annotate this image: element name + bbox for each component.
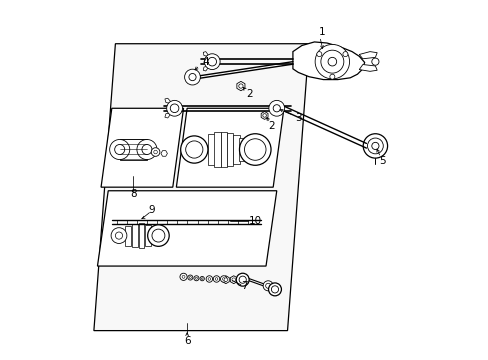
Circle shape xyxy=(166,100,182,116)
Circle shape xyxy=(263,281,273,291)
Circle shape xyxy=(371,58,378,65)
Circle shape xyxy=(115,144,124,154)
Circle shape xyxy=(363,134,387,158)
Polygon shape xyxy=(359,64,376,71)
Text: 5: 5 xyxy=(379,156,385,166)
Circle shape xyxy=(268,100,284,116)
Polygon shape xyxy=(233,135,239,164)
Circle shape xyxy=(371,142,378,149)
Circle shape xyxy=(236,273,249,286)
Circle shape xyxy=(142,144,152,154)
Text: 8: 8 xyxy=(130,189,136,199)
Circle shape xyxy=(224,278,227,282)
Circle shape xyxy=(239,134,270,165)
Circle shape xyxy=(170,104,179,113)
Polygon shape xyxy=(176,108,284,187)
Polygon shape xyxy=(222,276,229,284)
Polygon shape xyxy=(239,138,245,161)
Polygon shape xyxy=(221,132,227,167)
Polygon shape xyxy=(101,108,183,187)
Polygon shape xyxy=(132,224,138,247)
Circle shape xyxy=(180,136,207,163)
Text: 2: 2 xyxy=(245,89,252,99)
Circle shape xyxy=(187,275,192,280)
Circle shape xyxy=(244,139,265,160)
Circle shape xyxy=(180,273,187,280)
Circle shape xyxy=(200,276,204,281)
Circle shape xyxy=(314,44,349,79)
Circle shape xyxy=(215,278,217,280)
Circle shape xyxy=(195,277,197,279)
Polygon shape xyxy=(97,191,276,266)
Circle shape xyxy=(207,57,216,66)
Text: 7: 7 xyxy=(241,281,247,291)
Polygon shape xyxy=(292,42,364,80)
Circle shape xyxy=(147,225,169,246)
Text: 1: 1 xyxy=(318,27,325,37)
Polygon shape xyxy=(203,51,207,56)
Polygon shape xyxy=(214,132,221,167)
Circle shape xyxy=(231,278,235,282)
Polygon shape xyxy=(164,98,170,103)
Text: 10: 10 xyxy=(248,216,261,226)
Circle shape xyxy=(239,276,246,283)
Circle shape xyxy=(206,276,212,282)
Polygon shape xyxy=(145,225,151,246)
Circle shape xyxy=(342,51,347,57)
Circle shape xyxy=(316,51,321,57)
Circle shape xyxy=(238,84,243,88)
Polygon shape xyxy=(208,134,214,165)
Circle shape xyxy=(271,286,278,293)
Text: 2: 2 xyxy=(268,121,275,131)
Circle shape xyxy=(207,278,210,280)
Polygon shape xyxy=(125,226,131,246)
Text: 3: 3 xyxy=(294,113,301,123)
Circle shape xyxy=(151,148,160,156)
Circle shape xyxy=(320,50,343,73)
Circle shape xyxy=(327,57,336,66)
Circle shape xyxy=(184,69,200,85)
Circle shape xyxy=(220,276,226,282)
Circle shape xyxy=(329,74,334,79)
Polygon shape xyxy=(261,112,267,120)
Circle shape xyxy=(189,276,191,279)
Circle shape xyxy=(152,229,164,242)
Circle shape xyxy=(182,275,184,278)
Polygon shape xyxy=(94,44,308,330)
Circle shape xyxy=(222,278,224,280)
Circle shape xyxy=(153,150,157,154)
Circle shape xyxy=(273,105,280,112)
Circle shape xyxy=(109,139,129,159)
Polygon shape xyxy=(203,66,207,71)
Polygon shape xyxy=(230,276,237,284)
Circle shape xyxy=(204,54,220,69)
Text: 4: 4 xyxy=(203,57,209,67)
Circle shape xyxy=(185,141,203,158)
Circle shape xyxy=(213,276,219,282)
Circle shape xyxy=(265,283,270,288)
Polygon shape xyxy=(120,139,147,159)
Circle shape xyxy=(115,232,122,239)
Text: 6: 6 xyxy=(183,336,190,346)
Circle shape xyxy=(262,114,266,117)
Circle shape xyxy=(188,73,196,81)
Polygon shape xyxy=(164,113,170,118)
Circle shape xyxy=(367,138,383,154)
Circle shape xyxy=(201,278,203,279)
Polygon shape xyxy=(226,133,233,166)
Polygon shape xyxy=(161,151,167,156)
Circle shape xyxy=(137,139,157,159)
Polygon shape xyxy=(236,81,244,91)
Text: 9: 9 xyxy=(148,206,154,216)
Polygon shape xyxy=(359,51,376,59)
Circle shape xyxy=(268,283,281,296)
Polygon shape xyxy=(139,223,144,248)
Circle shape xyxy=(111,228,126,243)
Circle shape xyxy=(194,276,199,281)
